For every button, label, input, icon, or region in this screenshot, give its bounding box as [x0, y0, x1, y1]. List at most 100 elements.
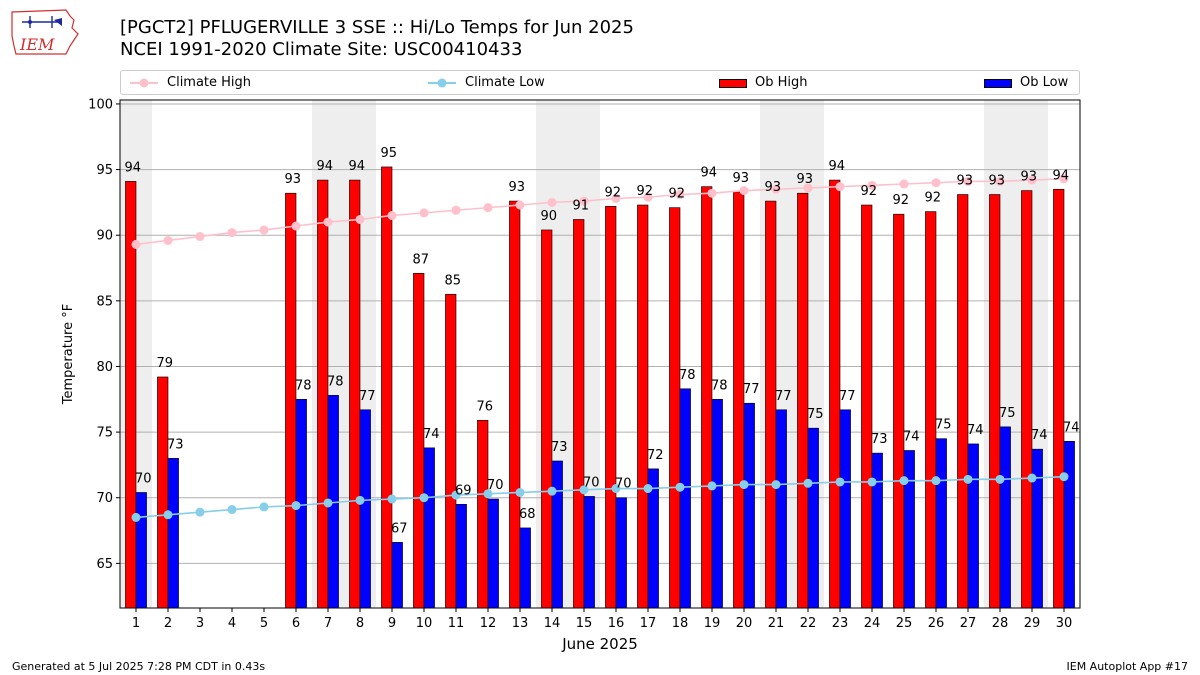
climate-high-point	[227, 228, 237, 238]
x-tick-label: 25	[896, 616, 913, 631]
x-tick-label: 26	[928, 616, 945, 631]
ob-high-value-label: 94	[348, 159, 365, 174]
ob-high-bar	[957, 194, 969, 609]
climate-high-point	[803, 183, 813, 193]
ob-low-bar	[487, 498, 499, 609]
ob-low-value-label: 73	[167, 437, 184, 452]
ob-low-value-label: 70	[583, 475, 600, 490]
ob-low-value-label: 73	[551, 440, 568, 455]
ob-low-value-label: 69	[455, 483, 472, 498]
ob-high-bar	[989, 194, 1001, 609]
ob-high-value-label: 79	[156, 356, 173, 371]
climate-low-point	[643, 484, 653, 494]
plot-frame	[119, 99, 1081, 609]
ob-low-bar	[551, 460, 563, 609]
ob-high-bar	[317, 179, 329, 609]
ob-low-value-label: 77	[359, 389, 376, 404]
ob-high-value-label: 92	[924, 191, 941, 206]
legend-ob-low-label: Ob Low	[1020, 75, 1069, 90]
y-tick-label: 90	[96, 229, 113, 244]
ob-low-bar	[455, 503, 467, 609]
ob-high-bar	[861, 204, 873, 609]
climate-high-point	[611, 193, 621, 203]
legend-ob-high-swatch	[719, 78, 747, 88]
ob-high-value-label: 94	[124, 160, 141, 175]
climate-high-point	[867, 180, 877, 190]
ob-high-bar	[669, 207, 681, 609]
ob-high-value-label: 85	[444, 273, 461, 288]
climate-high-line	[135, 177, 1065, 246]
legend-climate-high-marker	[130, 78, 158, 88]
climate-high-point	[515, 200, 525, 210]
legend-climate-low-marker	[428, 78, 456, 88]
x-tick-label: 19	[704, 616, 721, 631]
ob-high-value-label: 93	[956, 174, 973, 189]
climate-low-point	[259, 502, 269, 512]
climate-low-point	[387, 494, 397, 504]
x-tick-label: 22	[800, 616, 817, 631]
climate-low-point	[323, 498, 333, 508]
ob-low-bar	[903, 450, 915, 609]
legend-climate-low: Climate Low	[427, 74, 545, 92]
y-gridlines	[120, 103, 1080, 564]
x-tick-label: 12	[480, 616, 497, 631]
ob-high-bar	[541, 229, 553, 609]
ob-low-bar	[359, 409, 371, 609]
chart-title: [PGCT2] PFLUGERVILLE 3 SSE :: Hi/Lo Temp…	[120, 17, 634, 38]
ob-high-value-label: 95	[380, 146, 397, 161]
x-tick-label: 2	[164, 616, 172, 631]
climate-high-point	[643, 192, 653, 202]
ob-low-value-label: 77	[775, 389, 792, 404]
x-tick-label: 7	[324, 616, 332, 631]
x-tick-label: 24	[864, 616, 881, 631]
x-tick-label: 16	[608, 616, 625, 631]
ob-low-value-label: 74	[903, 429, 920, 444]
legend-climate-high: Climate High	[129, 74, 251, 92]
ob-low-bar	[999, 426, 1011, 609]
ob-low-bar	[967, 443, 979, 609]
x-tick-label: 8	[356, 616, 364, 631]
climate-low-point	[963, 474, 973, 484]
climate-low-point	[867, 477, 877, 487]
climate-low-point	[451, 490, 461, 500]
footer-app: IEM Autoplot App #17	[1066, 660, 1189, 673]
climate-low-series	[131, 472, 1069, 522]
climate-high-point	[707, 188, 717, 198]
legend: Climate High Climate Low Ob High Ob Low	[120, 70, 1080, 95]
ob-high-value-label: 92	[604, 185, 621, 200]
x-tick-label: 29	[1024, 616, 1041, 631]
climate-low-point	[131, 512, 141, 522]
ob-low-value-label: 70	[135, 471, 152, 486]
x-tick-label: 30	[1056, 616, 1073, 631]
climate-high-point	[1059, 174, 1069, 184]
y-tick-label: 75	[96, 426, 113, 441]
ob-low-bar	[679, 388, 691, 609]
ob-low-bar	[615, 497, 627, 609]
climate-high-point	[1027, 175, 1037, 185]
ob-high-bar	[573, 219, 585, 609]
climate-high-point	[771, 184, 781, 194]
ob-low-bar	[775, 409, 787, 609]
ob-low-bar	[1031, 448, 1043, 609]
ob-low-bar	[391, 542, 403, 609]
ob-low-value-label: 74	[967, 423, 984, 438]
x-tick-label: 15	[576, 616, 593, 631]
climate-high-point	[899, 179, 909, 189]
ob-high-bar	[797, 192, 809, 609]
climate-low-point	[419, 493, 429, 503]
climate-low-point	[995, 474, 1005, 484]
ob-high-bar	[701, 186, 713, 609]
climate-low-point	[1059, 472, 1069, 482]
climate-low-point	[579, 485, 589, 495]
x-tick-label: 1	[132, 616, 140, 631]
climate-high-point	[675, 190, 685, 200]
climate-high-series	[131, 174, 1069, 249]
climate-low-point	[835, 477, 845, 487]
ob-low-bar	[519, 527, 531, 609]
iowa-map-icon: IEM	[11, 9, 79, 55]
ob-high-bar	[605, 206, 617, 609]
climate-low-point	[675, 482, 685, 492]
ob-low-value-label: 73	[871, 432, 888, 447]
x-axis-label: June 2025	[561, 635, 638, 653]
x-tick-label: 4	[228, 616, 236, 631]
